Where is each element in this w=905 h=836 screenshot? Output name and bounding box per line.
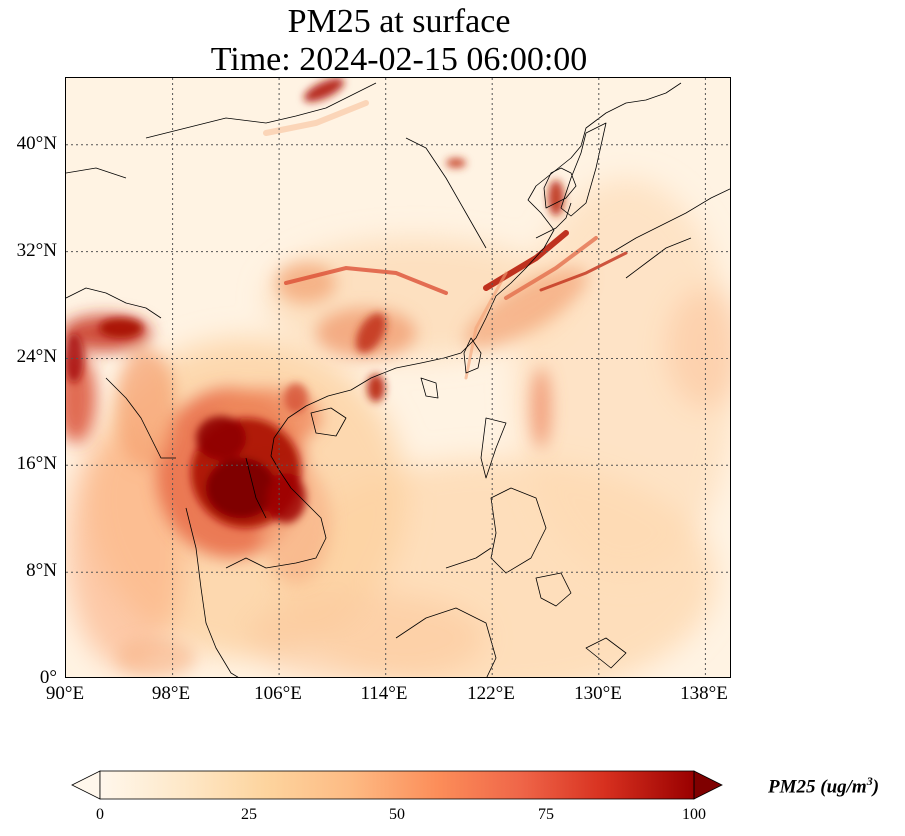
colorbar-label-end: ) bbox=[872, 776, 880, 798]
colorbar-low-extend bbox=[71, 770, 101, 800]
colorbar-tick-50: 50 bbox=[389, 806, 405, 823]
colorbar-label-main: PM25 (ug/m bbox=[768, 776, 867, 798]
pm25-map bbox=[66, 78, 730, 677]
pm25-hotspots bbox=[66, 78, 564, 528]
lon-label-106e: 106°E bbox=[254, 683, 302, 704]
map-panel bbox=[65, 77, 731, 678]
colorbar-tick-0: 0 bbox=[96, 806, 104, 823]
chart-title: PM25 at surface bbox=[287, 3, 511, 40]
lon-label-130e: 130°E bbox=[574, 683, 622, 704]
lat-label-32n: 32°N bbox=[16, 240, 57, 261]
graticule bbox=[66, 78, 730, 677]
pm25-streaks bbox=[263, 100, 628, 380]
lat-label-16n: 16°N bbox=[16, 453, 57, 474]
colorbar-label: PM25 (ug/m3) bbox=[768, 774, 879, 798]
lat-label-24n: 24°N bbox=[16, 346, 57, 367]
coastlines bbox=[66, 82, 730, 677]
lat-label-0: 0° bbox=[39, 667, 57, 688]
chart-subtitle-time: Time: 2024-02-15 06:00:00 bbox=[210, 41, 588, 78]
colorbar bbox=[71, 770, 723, 800]
lon-label-138e: 138°E bbox=[680, 683, 728, 704]
colorbar-tick-100: 100 bbox=[682, 806, 706, 823]
lat-label-8n: 8°N bbox=[26, 560, 57, 581]
colorbar-tick-25: 25 bbox=[241, 806, 257, 823]
lon-label-122e: 122°E bbox=[467, 683, 515, 704]
lon-label-114e: 114°E bbox=[360, 683, 408, 704]
colorbar-label-sup: 3 bbox=[866, 774, 873, 788]
lon-label-98e: 98°E bbox=[151, 683, 191, 704]
colorbar-high-extend bbox=[693, 770, 723, 800]
colorbar-gradient bbox=[100, 771, 694, 799]
colorbar-tick-75: 75 bbox=[538, 806, 554, 823]
lat-label-40n: 40°N bbox=[16, 133, 57, 154]
lon-label-90e: 90°E bbox=[45, 683, 85, 704]
